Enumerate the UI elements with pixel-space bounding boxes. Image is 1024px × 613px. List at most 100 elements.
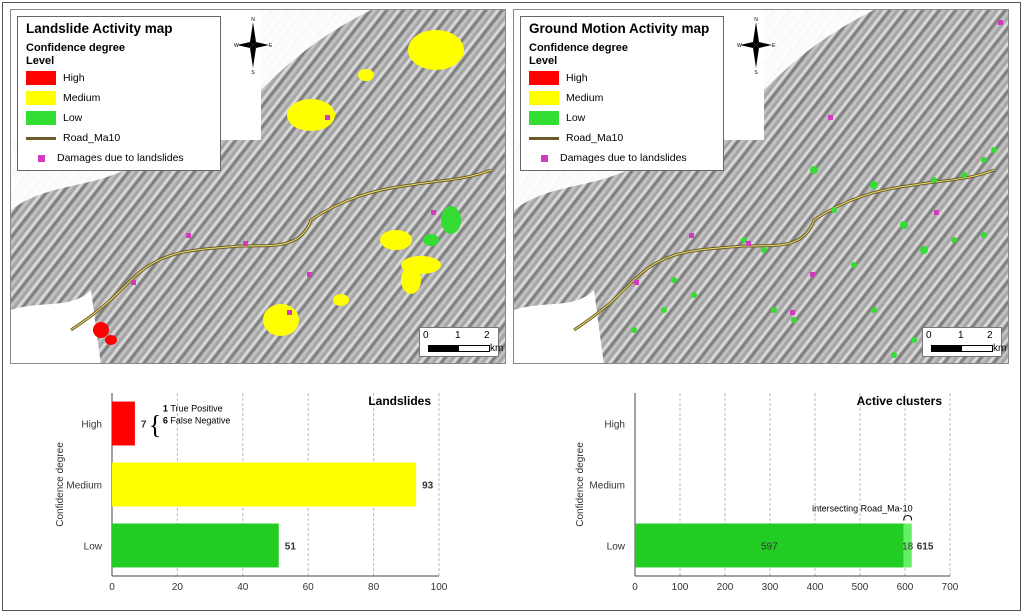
category-label: Medium [66, 481, 102, 492]
chart-title: Active clusters [857, 394, 943, 408]
legend-level: Level [529, 55, 558, 67]
legend-item-high: High [26, 68, 212, 88]
map-title: Ground Motion Activity map [529, 21, 710, 36]
compass-e: E [269, 43, 273, 49]
x-tick-label: 700 [942, 582, 959, 593]
x-tick-label: 80 [368, 582, 380, 593]
legend-label: High [63, 72, 85, 84]
legend-item-road: Road_Ma10 [529, 128, 715, 148]
x-tick-label: 400 [807, 582, 824, 593]
compass-w: W [737, 43, 742, 49]
legend-label: Damages due to landslides [57, 152, 184, 164]
x-tick-label: 20 [172, 582, 184, 593]
scale-unit: km [490, 343, 504, 354]
category-label: Low [607, 542, 626, 553]
road-swatch [529, 136, 559, 140]
legend-item-road: Road_Ma10 [26, 128, 212, 148]
swatch-medium [26, 91, 56, 105]
category-label: High [81, 420, 102, 431]
scale-label: 1 [455, 330, 461, 341]
map-title: Landslide Activity map [26, 21, 173, 36]
x-tick-label: 40 [237, 582, 249, 593]
bar-value-label: 51 [285, 542, 297, 553]
compass-n: N [251, 17, 255, 23]
legend-label: High [566, 72, 588, 84]
road-swatch [26, 136, 56, 140]
legend-label: Road_Ma10 [63, 132, 121, 144]
x-tick-label: 500 [852, 582, 869, 593]
x-tick-label: 100 [672, 582, 689, 593]
bar-value-label: 7 [141, 420, 147, 431]
compass-s: S [251, 70, 255, 74]
scale-label: 2 [484, 330, 490, 341]
category-label: Low [84, 542, 103, 553]
x-tick-label: 0 [632, 582, 638, 593]
x-tick-label: 0 [109, 582, 115, 593]
damage-marker-icon [541, 154, 548, 162]
legend-label: Low [566, 112, 586, 124]
legend-item-damage: Damages due to landslides [26, 148, 212, 168]
compass-s: S [754, 70, 758, 74]
bar-high [112, 401, 135, 446]
legend-label: Road_Ma10 [566, 132, 624, 144]
legend-item-low: Low [26, 108, 212, 128]
legend-heading: Confidence degree [26, 42, 126, 54]
legend-item-damage: Damages due to landslides [529, 148, 715, 168]
annotation-brace: { [149, 411, 161, 440]
x-tick-label: 600 [897, 582, 914, 593]
swatch-high [26, 71, 56, 85]
scale-label: 2 [987, 330, 993, 341]
bar-low-segment [903, 523, 912, 568]
bar-low-segment [635, 523, 904, 568]
swatch-high [529, 71, 559, 85]
annotation-brace [903, 515, 913, 521]
category-label: High [604, 420, 625, 431]
y-axis-label: Confidence degree [575, 442, 586, 527]
annotation-line: 1 True Positive [163, 404, 223, 414]
annotation-text: intersecting Road_Ma-10 [812, 504, 913, 514]
bar-low [112, 523, 279, 568]
segment-value-label: 18 [902, 542, 914, 553]
scale-bar: 0 1 2 km [922, 327, 1006, 357]
damage-marker-icon [38, 154, 45, 162]
landslides-bar-chart: 0 20 40 60 80 100 Landslides Confidence degree H… [55, 385, 448, 600]
x-tick-label: 100 [431, 582, 448, 593]
legend-label: Medium [63, 92, 101, 104]
y-axis-label: Confidence degree [55, 442, 66, 527]
bar-medium [112, 462, 417, 507]
map-legend: Landslide Activity map Confidence degree… [17, 16, 221, 171]
landslide-activity-map: Landslide Activity map Confidence degree… [10, 9, 506, 364]
legend-item-high: High [529, 68, 715, 88]
swatch-low [529, 111, 559, 125]
swatch-low [26, 111, 56, 125]
scale-label: 1 [958, 330, 964, 341]
scale-unit: km [993, 343, 1007, 354]
segment-value-label: 597 [761, 542, 778, 553]
annotation-line: 6 False Negative [163, 416, 231, 426]
x-tick-label: 300 [762, 582, 779, 593]
compass-n: N [754, 17, 758, 23]
legend-label: Damages due to landslides [560, 152, 687, 164]
x-tick-label: 200 [717, 582, 734, 593]
legend-heading: Confidence degree [529, 42, 629, 54]
legend-item-medium: Medium [26, 88, 212, 108]
compass-e: E [772, 43, 776, 49]
ground-motion-activity-map: Ground Motion Activity map Confidence de… [513, 9, 1009, 364]
scale-label: 0 [423, 330, 429, 341]
legend-item-low: Low [529, 108, 715, 128]
x-tick-label: 60 [303, 582, 315, 593]
legend-label: Low [63, 112, 83, 124]
active-clusters-chart-svg: 0 100 200 300 400 500 600 700 Active clusters Con… [575, 393, 959, 593]
legend-level: Level [26, 55, 55, 67]
compass-rose-icon: N S W E [737, 17, 776, 74]
bar-total-label: 615 [917, 542, 934, 553]
legend-label: Medium [566, 92, 604, 104]
scale-label: 0 [926, 330, 932, 341]
chart-title: Landslides [368, 394, 431, 408]
compass-rose-icon: N S W E [234, 17, 273, 74]
compass-w: W [234, 43, 239, 49]
map-legend: Ground Motion Activity map Confidence de… [520, 16, 724, 171]
active-clusters-bar-chart: 0 100 200 300 400 500 600 700 Active clusters Con… [575, 385, 959, 600]
category-label: Medium [589, 481, 625, 492]
scale-bar: 0 1 2 km [419, 327, 503, 357]
